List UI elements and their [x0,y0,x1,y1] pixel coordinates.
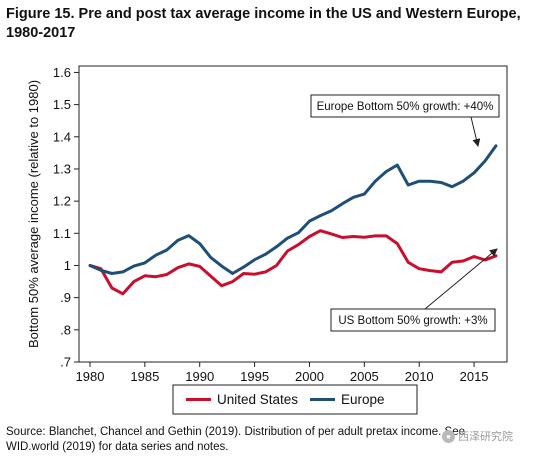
series-line-united-states [88,229,498,296]
source-line-1: Source: Blanchet, Chancel and Gethin (20… [6,426,465,438]
annotation-text: Europe Bottom 50% growth: +40% [317,101,494,113]
y-tick-label: 1.1 [53,226,71,241]
legend: United States Europe [172,384,418,415]
x-tick-label: 2010 [405,369,434,384]
annotation-arrow [424,248,498,310]
series-group [88,144,498,296]
y-tick-label: 1.5 [53,97,71,112]
x-tick-label: 1980 [76,369,105,384]
series-line-europe [88,144,498,275]
y-tick-label: 1.6 [53,65,71,80]
annotation-text: US Bottom 50% growth: +3% [338,315,487,327]
x-tick-label: 2000 [295,369,324,384]
y-tick-label: 1.2 [53,194,71,209]
axes: .7 .8 .9 1 1.1 1.2 1.3 1.4 1.5 1.6 1980 1985 1990 199… [26,65,508,384]
legend-label-united-states: United States [217,392,298,407]
x-tick-label: 1990 [185,369,214,384]
annotation-1: US Bottom 50% growth: +3% [330,248,498,332]
legend-label-europe: Europe [341,392,385,407]
figure-title-line-1: Figure 15. Pre and post tax average inco… [6,6,521,22]
annotation-box [330,308,496,332]
y-tick-label: .8 [60,322,71,337]
source-line-2: WID.world (2019) for data series and not… [6,441,229,453]
y-tick-label: 1.3 [53,161,71,176]
source-note: Source: Blanchet, Chancel and Gethin (20… [6,425,546,455]
x-tick-label: 2005 [350,369,379,384]
watermark-text: 西泽研究院 [458,431,513,443]
x-tick-label: 1995 [240,369,269,384]
annotation-box [310,94,500,118]
watermark: ● 西泽研究院 [442,428,546,444]
annotation-0: Europe Bottom 50% growth: +40% [310,94,500,147]
y-axis-label: Bottom 50% average income (relative to 1… [26,80,41,348]
y-tick-label: .9 [60,290,71,305]
y-tick-label: .7 [60,355,71,370]
annotation-arrow [470,116,481,147]
y-tick-label: 1 [64,258,71,273]
plot-frame [78,65,508,363]
figure-title-line-2: 1980-2017 [6,25,76,41]
x-tick-label: 2015 [460,369,489,384]
figure-title: Figure 15. Pre and post tax average inco… [6,5,546,43]
annotations: Europe Bottom 50% growth: +40% US Bottom … [310,94,500,332]
wechat-icon: ● [442,429,455,443]
x-tick-label: 1985 [130,369,159,384]
y-tick-label: 1.4 [53,129,71,144]
legend-box [172,384,418,415]
